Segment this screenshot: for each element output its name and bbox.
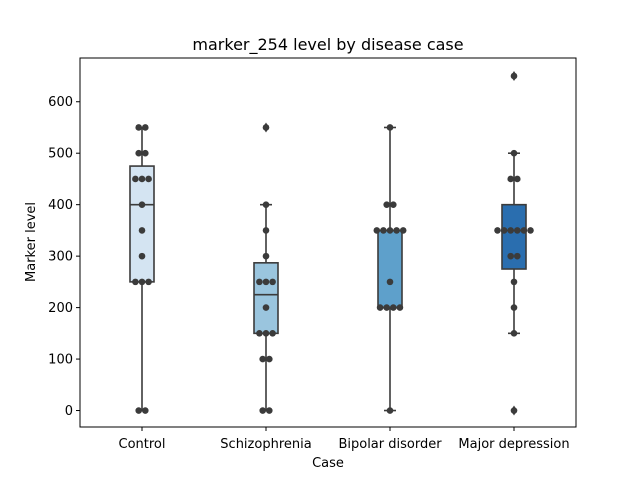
- data-point: [386, 124, 394, 131]
- y-tick-label: 600: [48, 95, 73, 110]
- box-group-0: [129, 126, 155, 412]
- data-point: [399, 227, 407, 234]
- data-point: [259, 355, 267, 363]
- box-group-3: [501, 71, 527, 416]
- data-point: [262, 330, 270, 337]
- box: [253, 262, 279, 335]
- data-point: [269, 330, 276, 337]
- data-point: [396, 304, 404, 311]
- data-point: [256, 330, 263, 337]
- data-point: [507, 175, 514, 183]
- y-tick-label: 200: [48, 301, 73, 316]
- box: [129, 165, 155, 283]
- data-point: [138, 201, 146, 208]
- x-tick-label: Schizophrenia: [220, 437, 311, 452]
- data-point: [138, 252, 146, 260]
- data-point: [142, 407, 149, 414]
- data-point: [376, 304, 384, 311]
- data-point: [373, 227, 381, 234]
- data-point: [266, 355, 273, 363]
- data-point: [510, 149, 518, 157]
- data-point: [494, 227, 501, 234]
- data-point: [500, 227, 508, 234]
- data-point: [135, 407, 142, 414]
- axes: 0 100 200 300 400 500 600 Control Schizophrenia B…: [48, 57, 577, 452]
- data-point: [142, 149, 149, 157]
- data-point: [514, 252, 521, 260]
- data-point: [383, 201, 391, 208]
- data-point: [262, 201, 270, 208]
- data-point: [145, 278, 152, 286]
- data-point: [510, 72, 518, 80]
- y-tick-label: 100: [48, 353, 73, 368]
- box: [501, 203, 527, 270]
- data-point: [510, 278, 518, 286]
- data-point: [510, 304, 518, 311]
- data-point: [135, 124, 142, 131]
- data-point: [386, 407, 394, 414]
- data-point: [262, 124, 270, 131]
- data-point: [386, 278, 394, 286]
- data-point: [259, 407, 267, 414]
- box: [377, 229, 403, 309]
- data-point: [514, 227, 521, 234]
- x-tick-label: Control: [119, 437, 166, 452]
- data-point: [262, 278, 270, 286]
- box-group-2: [377, 126, 403, 412]
- data-point: [527, 227, 534, 234]
- data-point: [138, 278, 146, 286]
- y-tick-label: 0: [65, 404, 73, 419]
- plot-area: [129, 71, 534, 416]
- data-point: [138, 227, 146, 234]
- data-point: [138, 175, 146, 183]
- y-tick-label: 400: [48, 198, 73, 213]
- plot-frame: [79, 57, 577, 428]
- data-point: [510, 330, 518, 337]
- x-tick-label: Major depression: [458, 437, 569, 452]
- data-point: [393, 227, 400, 234]
- data-point: [142, 124, 149, 131]
- data-point: [380, 227, 387, 234]
- data-point: [262, 252, 270, 260]
- chart-title: marker_254 level by disease case: [192, 35, 463, 55]
- data-point: [507, 227, 514, 234]
- data-point: [145, 175, 152, 183]
- data-point: [269, 278, 276, 286]
- data-point: [390, 304, 397, 311]
- data-point: [132, 175, 139, 183]
- y-tick-label: 500: [48, 147, 73, 162]
- data-point: [256, 278, 263, 286]
- data-point: [135, 149, 142, 157]
- x-axis-title: Case: [312, 456, 344, 471]
- data-point: [262, 227, 270, 234]
- data-point: [262, 304, 270, 311]
- data-point: [386, 227, 394, 234]
- y-axis-title: Marker level: [24, 202, 39, 282]
- data-point: [520, 227, 528, 234]
- x-tick-label: Bipolar disorder: [338, 437, 442, 452]
- data-point: [510, 407, 518, 414]
- data-point: [514, 175, 521, 183]
- data-point: [266, 407, 273, 414]
- data-point: [383, 304, 391, 311]
- data-point: [390, 201, 397, 208]
- data-point: [132, 278, 139, 286]
- box-group-1: [253, 122, 279, 412]
- data-point: [507, 252, 514, 260]
- y-tick-label: 300: [48, 250, 73, 265]
